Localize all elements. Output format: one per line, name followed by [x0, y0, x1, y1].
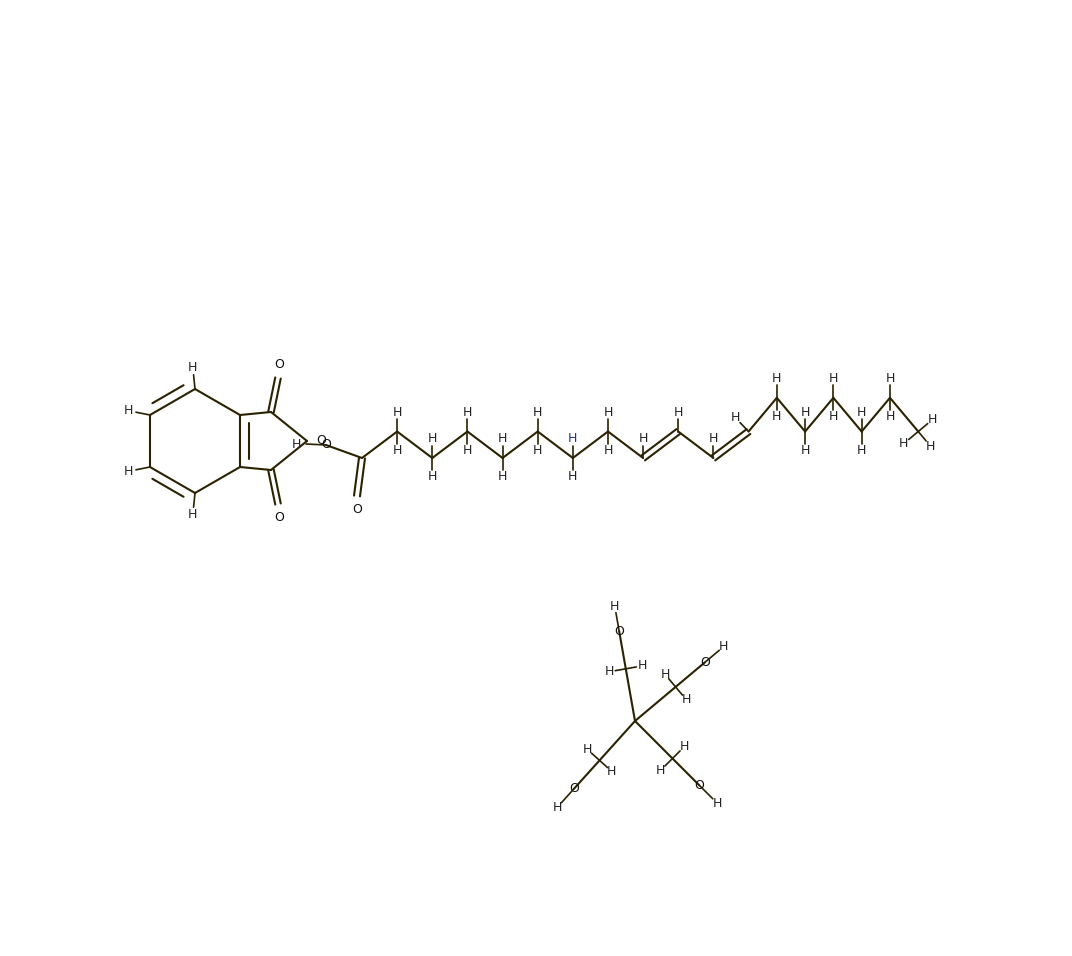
Text: H: H: [899, 437, 908, 450]
Text: O: O: [695, 779, 704, 792]
Text: H: H: [553, 801, 562, 814]
Text: H: H: [712, 796, 721, 810]
Text: H: H: [682, 693, 690, 706]
Text: H: H: [123, 404, 133, 417]
Text: H: H: [772, 410, 781, 424]
Text: H: H: [610, 600, 620, 613]
Text: H: H: [497, 470, 507, 484]
Text: H: H: [582, 743, 592, 756]
Text: H: H: [463, 406, 472, 419]
Text: H: H: [709, 432, 718, 445]
Text: H: H: [857, 406, 866, 419]
Text: H: H: [292, 438, 300, 450]
Text: O: O: [700, 656, 710, 669]
Text: H: H: [463, 444, 472, 457]
Text: H: H: [428, 432, 437, 445]
Text: H: H: [885, 410, 895, 424]
Text: H: H: [188, 509, 197, 521]
Text: H: H: [926, 440, 935, 452]
Text: O: O: [274, 358, 284, 371]
Text: H: H: [607, 765, 616, 778]
Text: O: O: [614, 625, 624, 638]
Text: H: H: [801, 406, 809, 419]
Text: H: H: [533, 444, 542, 457]
Text: H: H: [656, 764, 666, 776]
Text: H: H: [605, 665, 614, 678]
Text: H: H: [568, 432, 578, 445]
Text: O: O: [352, 503, 362, 516]
Text: H: H: [428, 470, 437, 484]
Text: H: H: [660, 668, 670, 681]
Text: H: H: [604, 406, 613, 419]
Text: H: H: [719, 640, 729, 653]
Text: H: H: [533, 406, 542, 419]
Text: H: H: [638, 660, 646, 672]
Text: H: H: [928, 413, 938, 425]
Text: H: H: [392, 444, 402, 457]
Text: H: H: [680, 740, 689, 753]
Text: H: H: [829, 372, 838, 385]
Text: H: H: [772, 372, 781, 385]
Text: H: H: [123, 465, 133, 478]
Text: O: O: [316, 434, 326, 447]
Text: H: H: [568, 470, 578, 484]
Text: H: H: [731, 411, 740, 424]
Text: H: H: [829, 410, 838, 424]
Text: H: H: [188, 360, 197, 374]
Text: H: H: [801, 444, 809, 457]
Text: H: H: [392, 406, 402, 419]
Text: O: O: [274, 511, 284, 524]
Text: H: H: [604, 444, 613, 457]
Text: H: H: [885, 372, 895, 385]
Text: H: H: [857, 444, 866, 457]
Text: H: H: [673, 406, 683, 419]
Text: H: H: [497, 432, 507, 445]
Text: O: O: [569, 782, 579, 795]
Text: O: O: [321, 439, 331, 451]
Text: H: H: [639, 432, 647, 445]
